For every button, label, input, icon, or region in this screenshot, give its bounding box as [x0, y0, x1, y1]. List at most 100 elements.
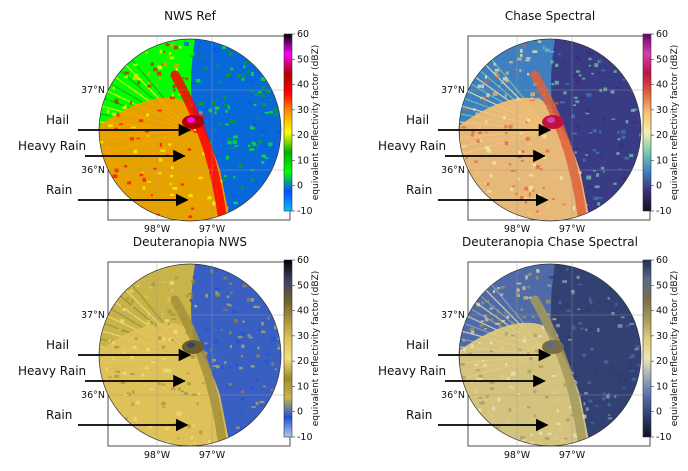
echo-speckle	[462, 339, 466, 342]
echo-speckle	[265, 353, 270, 356]
echo-speckle	[257, 328, 261, 332]
echo-speckle	[185, 77, 189, 80]
echo-speckle	[577, 80, 580, 82]
echo-speckle	[238, 426, 243, 430]
echo-speckle	[227, 140, 232, 145]
echo-speckle	[525, 121, 529, 124]
echo-speckle	[192, 424, 195, 428]
echo-speckle	[536, 97, 541, 100]
echo-speckle	[130, 305, 135, 307]
echo-speckle	[204, 342, 208, 345]
echo-speckle	[465, 157, 468, 159]
echo-speckle	[477, 408, 482, 412]
echo-speckle	[120, 319, 125, 323]
echo-speckle	[569, 406, 573, 409]
echo-speckle	[625, 325, 630, 327]
colorbar-tick-label: 10	[656, 155, 668, 166]
echo-speckle	[585, 154, 589, 156]
echo-speckle	[522, 338, 527, 343]
echo-speckle	[559, 305, 564, 309]
echo-speckle	[129, 289, 133, 293]
echo-speckle	[178, 45, 182, 49]
colorbar-tick-label: 30	[656, 105, 668, 116]
echo-speckle	[114, 98, 119, 103]
echo-speckle	[483, 192, 488, 194]
echo-speckle	[522, 44, 526, 49]
echo-speckle	[520, 132, 523, 135]
echo-speckle	[496, 75, 499, 80]
echo-speckle	[147, 135, 150, 137]
echo-speckle	[136, 428, 141, 430]
colorbar-tick-label: 20	[297, 356, 309, 367]
echo-speckle	[157, 65, 163, 70]
echo-speckle	[473, 389, 479, 394]
echo-speckle	[167, 369, 172, 373]
echo-speckle	[175, 67, 178, 72]
echo-speckle	[501, 81, 505, 84]
echo-speckle	[136, 165, 141, 169]
echo-speckle	[492, 161, 496, 165]
echo-speckle	[241, 66, 245, 69]
echo-speckle	[477, 139, 483, 142]
echo-speckle	[179, 360, 182, 363]
echo-speckle	[161, 345, 165, 349]
echo-speckle	[144, 367, 149, 370]
echo-speckle	[555, 323, 561, 328]
echo-speckle	[267, 316, 270, 320]
echo-speckle	[523, 134, 527, 136]
lat-tick-label: 37°N	[441, 85, 465, 96]
echo-speckle	[193, 82, 196, 85]
echo-speckle	[223, 96, 227, 99]
echo-speckle	[557, 140, 561, 143]
panel-title: Deuteranopia Chase Spectral	[462, 235, 638, 249]
echo-speckle	[511, 321, 515, 325]
echo-speckle	[178, 387, 181, 391]
echo-speckle	[552, 198, 555, 200]
echo-speckle	[169, 281, 175, 285]
echo-speckle	[562, 280, 567, 283]
echo-speckle	[526, 383, 529, 385]
echo-speckle	[125, 119, 130, 123]
echo-speckle	[214, 287, 219, 290]
echo-speckle	[516, 294, 520, 297]
echo-speckle	[183, 392, 188, 395]
echo-speckle	[560, 61, 566, 65]
colorbar-tick-label: 20	[297, 130, 309, 141]
echo-speckle	[162, 386, 165, 389]
echo-speckle	[511, 334, 516, 337]
echo-speckle	[261, 154, 266, 158]
echo-speckle	[587, 381, 592, 384]
echo-speckle	[618, 168, 621, 170]
echo-speckle	[617, 131, 620, 134]
echo-speckle	[146, 322, 151, 325]
panel-deut-nws: Deuteranopia NWS 37°N 36°N 98°W 97°W Hail Heav…	[18, 235, 321, 461]
echo-speckle	[577, 97, 583, 102]
echo-speckle	[180, 183, 185, 186]
echo-speckle	[274, 368, 277, 371]
echo-speckle	[533, 390, 537, 394]
echo-speckle	[176, 437, 180, 440]
echo-speckle	[489, 341, 493, 344]
echo-speckle	[576, 275, 580, 279]
echo-speckle	[607, 403, 611, 407]
echo-speckle	[256, 354, 260, 358]
echo-speckle	[478, 125, 481, 130]
echo-speckle	[147, 81, 151, 85]
echo-speckle	[538, 365, 544, 369]
echo-speckle	[528, 296, 532, 299]
echo-speckle	[504, 311, 507, 315]
echo-speckle	[551, 79, 554, 81]
echo-speckle	[133, 149, 138, 154]
echo-speckle	[126, 124, 129, 127]
colorbar-tick-label: 60	[297, 255, 309, 266]
annotation-label: Rain	[46, 408, 72, 422]
echo-speckle	[237, 74, 241, 78]
echo-speckle	[142, 186, 146, 190]
echo-speckle	[257, 116, 260, 119]
echo-speckle	[161, 63, 164, 66]
echo-speckle	[215, 89, 218, 92]
echo-speckle	[145, 334, 150, 337]
echo-speckle	[611, 119, 616, 123]
echo-speckle	[228, 51, 233, 56]
echo-speckle	[471, 129, 475, 134]
